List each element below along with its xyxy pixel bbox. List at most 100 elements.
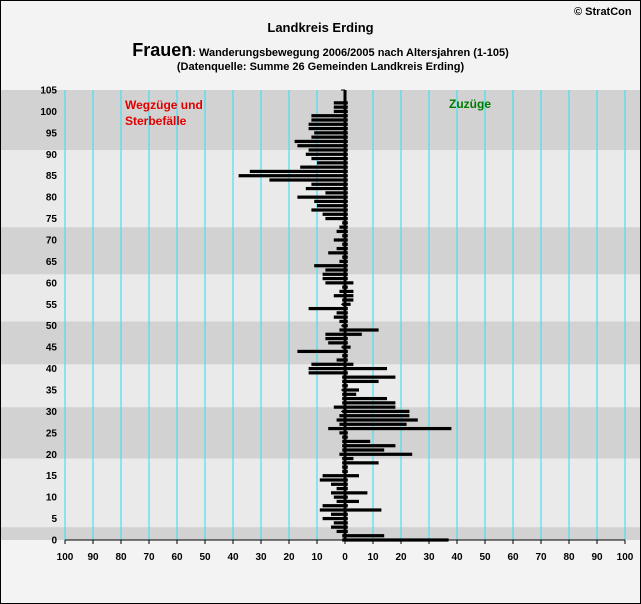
y-tick-label: 80: [46, 193, 58, 204]
inflow-bar: [345, 294, 354, 298]
outflow-label-line1: Wegzüge und: [125, 98, 203, 112]
outflow-bar: [325, 216, 345, 221]
x-tick-labels: 100 90 80 70 60 50 40 30 20 10 0 10 20 30 40 50 60 70 80 90…: [57, 540, 634, 563]
y-tick-label: 25: [46, 428, 58, 439]
outflow-bar: [319, 508, 345, 512]
outflow-bar: [336, 229, 345, 234]
outflow-bar: [322, 276, 345, 281]
x-tick-label: 0: [342, 552, 348, 563]
inflow-bar: [345, 474, 359, 478]
outflow-bar: [336, 529, 345, 534]
outflow-bar: [325, 332, 345, 336]
inflow-bar: [345, 444, 396, 448]
inflow-bar: [345, 392, 357, 396]
outflow-bar: [308, 126, 345, 131]
x-tick-label: 90: [591, 552, 603, 563]
outflow-bar: [322, 504, 345, 508]
copyright-text: © StratCon: [574, 6, 632, 18]
outflow-bar: [311, 362, 345, 366]
outflow-bar: [308, 366, 345, 371]
outflow-bar: [322, 474, 345, 478]
y-tick-label: 35: [46, 386, 58, 397]
outflow-bar: [311, 182, 345, 186]
age-band: [1, 458, 640, 528]
age-band: [1, 321, 640, 365]
outflow-bar: [336, 246, 345, 251]
y-tick-label: 20: [46, 450, 58, 461]
inflow-bar: [345, 418, 418, 422]
outflow-bar: [297, 195, 345, 199]
y-tick-label: 60: [46, 278, 58, 289]
outflow-bar: [297, 144, 345, 148]
y-tick-label: 95: [46, 128, 58, 139]
outflow-bar: [339, 422, 345, 426]
outflow-bar: [317, 204, 345, 208]
inflow-bar: [345, 439, 371, 444]
inflow-bar: [345, 508, 382, 512]
outflow-bar: [333, 294, 345, 298]
inflow-bar: [345, 281, 354, 285]
outflow-bar: [314, 199, 345, 204]
outflow-bar: [333, 405, 345, 409]
outflow-bar: [305, 186, 345, 191]
outflow-bar: [317, 161, 345, 165]
x-tick-label: 100: [57, 552, 74, 563]
outflow-bar: [300, 165, 345, 169]
inflow-bar: [345, 491, 368, 495]
age-band: [1, 274, 640, 322]
inflow-bar: [345, 405, 396, 409]
inflow-bar: [345, 379, 379, 384]
y-tick-label: 0: [51, 536, 57, 547]
outflow-bar: [339, 289, 345, 294]
outflow-bar: [311, 114, 345, 118]
inflow-bar: [345, 388, 359, 392]
inflow-bar: [345, 362, 354, 366]
x-tick-label: 50: [479, 552, 491, 563]
outflow-bar: [325, 281, 345, 285]
outflow-bar: [336, 311, 345, 315]
outflow-bar: [311, 118, 345, 122]
outflow-bar: [339, 225, 345, 229]
outflow-bar: [333, 109, 345, 114]
inflow-bar: [345, 396, 387, 401]
x-tick-label: 40: [227, 552, 239, 563]
inflow-bar: [345, 452, 413, 456]
inflow-bar: [345, 426, 452, 431]
inflow-bar: [345, 401, 396, 405]
y-tick-label: 40: [46, 364, 58, 375]
outflow-bar: [331, 512, 345, 516]
x-tick-label: 60: [507, 552, 519, 563]
y-tick-label: 30: [46, 407, 58, 418]
outflow-bar: [339, 319, 345, 324]
x-tick-label: 10: [367, 552, 379, 563]
outflow-bar: [331, 525, 345, 529]
outflow-bar: [322, 212, 345, 216]
outflow-bar: [333, 521, 345, 525]
chart-title: Landkreis Erding: [267, 20, 374, 35]
y-tick-label: 70: [46, 236, 58, 247]
inflow-bar: [345, 499, 359, 504]
outflow-bar: [311, 208, 345, 212]
x-tick-label: 60: [171, 552, 183, 563]
outflow-bar: [336, 486, 345, 491]
inflow-bar: [345, 289, 354, 294]
chart-subtitle: Frauen: Wanderungsbewegung 2006/2005 nac…: [0, 40, 641, 61]
outflow-bar: [308, 148, 345, 152]
bars: [238, 101, 452, 542]
x-tick-label: 70: [535, 552, 547, 563]
inflow-bar: [345, 422, 407, 426]
outflow-bar: [322, 272, 345, 276]
outflow-bar: [333, 495, 345, 499]
outflow-bar: [331, 491, 345, 495]
outflow-bar: [238, 174, 345, 178]
age-band: [1, 527, 640, 540]
outflow-bar: [331, 482, 345, 486]
outflow-label-line2: Sterbefälle: [125, 114, 187, 128]
x-tick-label: 100: [617, 552, 634, 563]
outflow-bar: [249, 169, 345, 174]
inflow-bar: [345, 366, 387, 371]
y-tick-label: 105: [40, 86, 57, 97]
y-tick-labels: 0 5 10 15 20 25 30 35 40 45 50 55 60 65 70 75 80 85 90 95 10…: [40, 86, 345, 547]
inflow-bar: [345, 534, 385, 538]
